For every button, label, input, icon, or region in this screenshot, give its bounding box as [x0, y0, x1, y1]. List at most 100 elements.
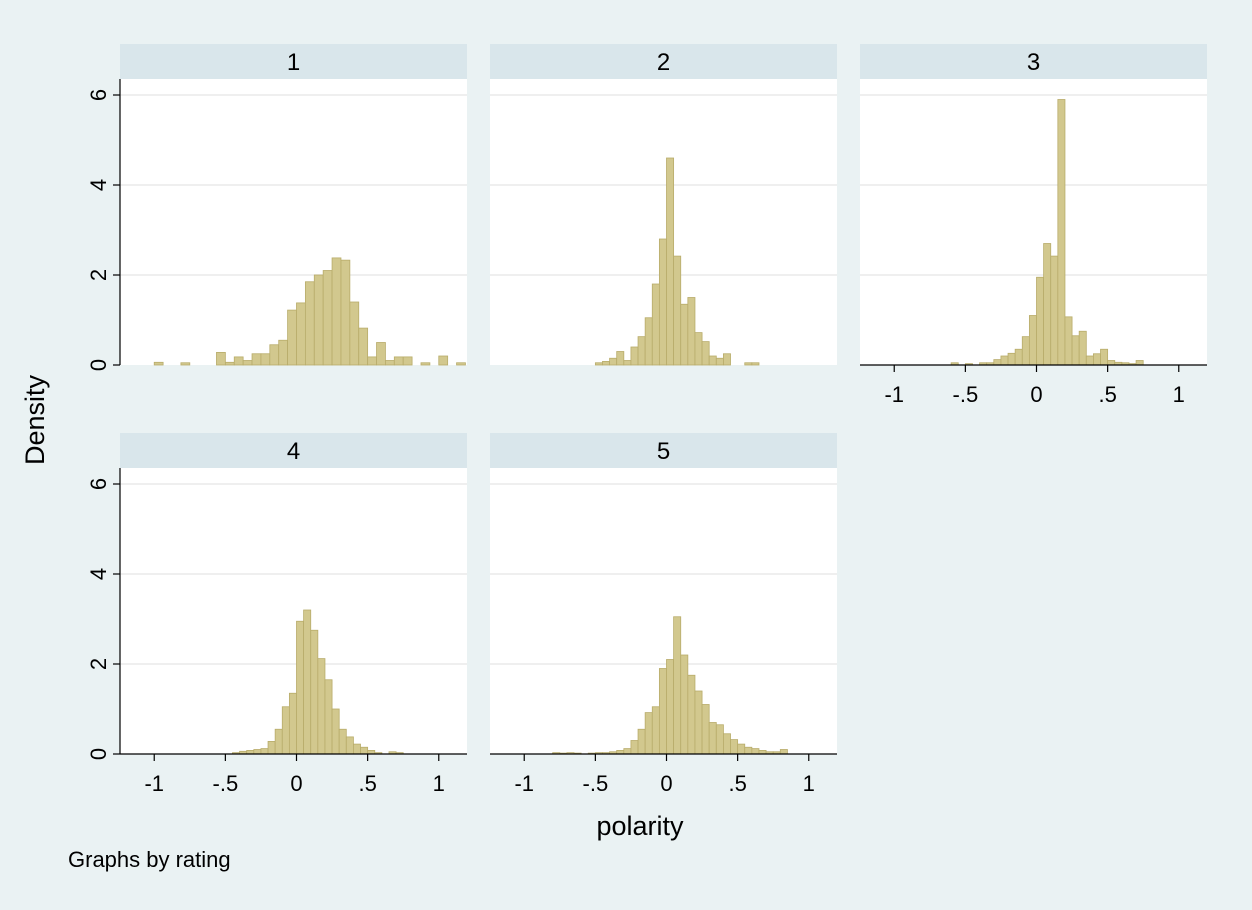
panel-strip — [860, 44, 1207, 79]
histogram-bar — [609, 357, 618, 366]
histogram-bar — [715, 357, 724, 366]
y-axis-title: Density — [20, 374, 50, 465]
histogram-bar — [708, 722, 717, 755]
histogram-bar — [680, 303, 689, 366]
panel-title: 3 — [1027, 49, 1040, 76]
histogram-bar — [153, 361, 164, 366]
x-tick-label: 0 — [660, 771, 672, 796]
histogram-bar — [304, 281, 315, 366]
histogram-bar — [1000, 355, 1009, 366]
histogram-bar — [666, 659, 675, 755]
histogram-bar — [345, 736, 354, 755]
histogram-bar — [324, 679, 333, 755]
histogram-bar — [376, 342, 386, 366]
histogram-bar — [993, 359, 1002, 366]
histogram-bar — [278, 339, 289, 366]
histogram-bar — [1100, 348, 1109, 366]
histogram-bar — [616, 351, 625, 366]
panel-2: 2 — [490, 44, 837, 366]
histogram-bar — [251, 353, 262, 366]
x-tick-label: -.5 — [583, 771, 609, 796]
histogram-bar — [630, 346, 639, 366]
histogram-bar — [701, 341, 710, 366]
x-tick-label: -1 — [884, 382, 904, 407]
histogram-bar — [1107, 360, 1116, 366]
histogram-bar — [296, 620, 305, 755]
histogram-bar — [673, 255, 682, 366]
histogram-bar — [708, 355, 717, 366]
x-tick-label: -.5 — [213, 771, 239, 796]
histogram-bar — [651, 283, 660, 366]
histogram-bar — [1093, 353, 1101, 366]
histogram-bar — [737, 743, 746, 755]
histogram-bar — [1057, 99, 1066, 366]
histogram-bar — [331, 708, 340, 755]
histogram-bar — [1078, 330, 1087, 366]
panel-strip — [490, 433, 837, 468]
histogram-bar — [216, 351, 226, 366]
histogram-bar — [358, 327, 369, 366]
x-tick-label: 1 — [803, 771, 815, 796]
histogram-bar — [281, 706, 290, 755]
panel-title: 4 — [287, 438, 300, 465]
histogram-bar — [779, 749, 788, 755]
histogram-bar — [744, 746, 753, 755]
histogram-bar — [658, 668, 667, 755]
histogram-bar — [673, 616, 682, 755]
histogram-bar — [180, 362, 191, 366]
histogram-bar — [340, 259, 351, 366]
y-tick-label: 2 — [86, 269, 111, 281]
panel-title: 2 — [657, 49, 670, 76]
histogram-bar — [274, 728, 283, 755]
histogram-bar — [456, 362, 466, 366]
histogram-bar — [1071, 335, 1080, 366]
histogram-bar — [630, 740, 639, 755]
x-tick-label: 0 — [1030, 382, 1042, 407]
histogram-bar — [1007, 352, 1016, 366]
histogram-bar — [658, 238, 667, 366]
histogram-bar — [1085, 355, 1094, 366]
panel-4: 4 0 2 4 6 -1 -.5 0 .5 1 — [86, 433, 467, 796]
histogram-bar — [420, 362, 431, 366]
histogram-bar — [723, 353, 731, 366]
histogram-bar — [715, 724, 724, 755]
panel-3: 3 -1 -.5 0 .5 1 — [860, 44, 1207, 407]
histogram-bar — [723, 733, 731, 755]
histogram-bar — [701, 704, 710, 755]
panel-5: 5 -1 -.5 0 .5 1 — [490, 433, 837, 796]
histogram-bar — [1050, 255, 1059, 366]
y-tick-label: 6 — [86, 89, 111, 101]
histogram-bar — [303, 609, 312, 755]
x-tick-label: -1 — [514, 771, 534, 796]
x-tick-label: 0 — [290, 771, 302, 796]
panel-strip — [120, 433, 467, 468]
histogram-bar — [1021, 336, 1030, 366]
histogram-bar — [623, 748, 632, 755]
histogram-bar — [260, 748, 269, 755]
histogram-bar — [310, 629, 319, 755]
histogram-bar — [666, 157, 675, 366]
histogram-bar — [233, 356, 244, 366]
histogram-bar — [1036, 276, 1045, 366]
histogram-bar — [623, 360, 632, 366]
x-tick-label: .5 — [358, 771, 376, 796]
histogram-bar — [680, 654, 689, 755]
histogram-bar — [1064, 316, 1073, 366]
y-tick-label: 2 — [86, 658, 111, 670]
histogram-bar — [602, 360, 610, 366]
histogram-bar — [1014, 348, 1023, 366]
y-tick-label: 6 — [86, 478, 111, 490]
panel-title: 1 — [287, 49, 300, 76]
panel-1: 1 0 2 4 6 — [86, 44, 467, 371]
histogram-bar — [317, 658, 326, 755]
histogram-bar — [385, 360, 395, 366]
histogram-bar — [349, 301, 360, 366]
y-tick-label: 0 — [86, 748, 111, 760]
histogram-bar — [296, 302, 306, 366]
histogram-bar — [594, 362, 603, 366]
histogram-bar — [1043, 243, 1052, 366]
histogram-bar — [694, 332, 703, 366]
histogram-bar — [360, 746, 369, 755]
histogram-bar — [322, 270, 333, 366]
